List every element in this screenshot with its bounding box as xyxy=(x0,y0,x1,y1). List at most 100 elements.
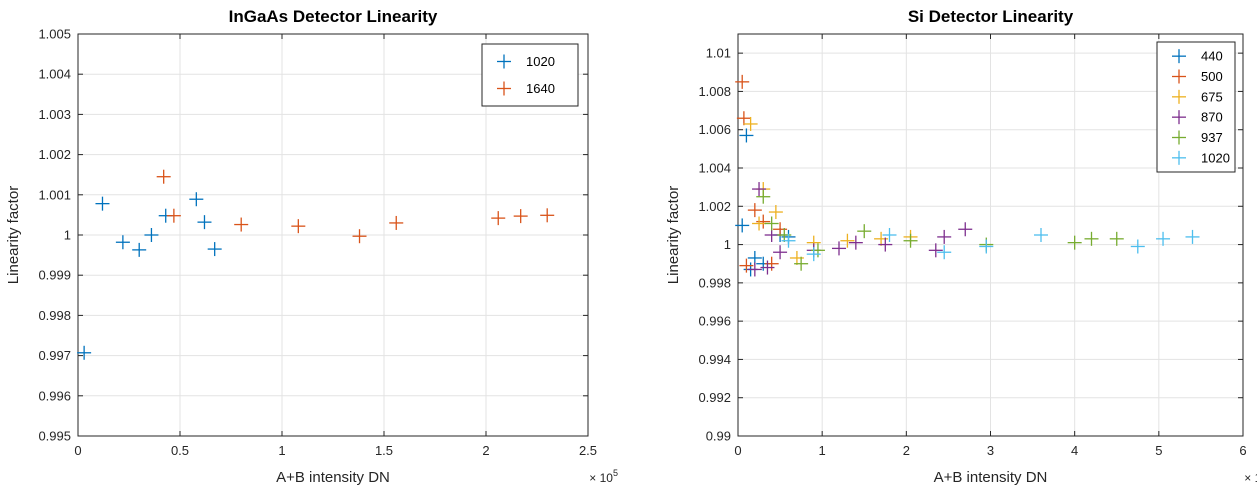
y-tick-label: 1 xyxy=(64,228,71,243)
y-tick-label: 0.992 xyxy=(698,390,731,405)
data-point xyxy=(115,235,130,250)
x-tick-label: 3 xyxy=(987,443,994,458)
legend-item: 500 xyxy=(1172,69,1223,84)
data-point xyxy=(764,216,779,231)
y-tick-label: 1.003 xyxy=(38,107,71,122)
data-point xyxy=(743,116,758,131)
legend-label: 870 xyxy=(1201,110,1223,125)
chart-2: 0 1 2 3 4 5 6 0.99 0.992 0.994 0.996 0.998 1 1.002 1.0… xyxy=(665,7,1257,486)
y-tick-label: 1.005 xyxy=(38,27,71,42)
data-point xyxy=(903,233,918,248)
data-point xyxy=(736,111,751,126)
y-axis-label: Linearity factor xyxy=(5,186,22,284)
legend-item: 937 xyxy=(1172,130,1223,145)
data-point xyxy=(77,345,92,360)
x-tick-label: 1 xyxy=(819,443,826,458)
data-point xyxy=(1034,228,1048,242)
x-exponent-label: × 104 xyxy=(1244,468,1257,485)
y-tick-label: 0.999 xyxy=(38,268,71,283)
x-tick-label: 0 xyxy=(734,443,741,458)
x-tick-label: 1 xyxy=(278,443,285,458)
data-point xyxy=(739,258,754,273)
data-point xyxy=(878,237,893,252)
y-tick-label: 0.998 xyxy=(38,308,71,323)
x-tick-label: 2 xyxy=(903,443,910,458)
series-1020 xyxy=(77,192,222,360)
data-point xyxy=(1109,231,1124,246)
x-tick-label: 4 xyxy=(1071,443,1078,458)
x-exponent-base: × 10 xyxy=(589,471,613,485)
data-point xyxy=(1130,239,1145,254)
legend-label: 1020 xyxy=(526,54,555,69)
legend-label: 440 xyxy=(1201,49,1223,64)
data-point xyxy=(768,205,783,220)
data-point xyxy=(207,242,222,257)
data-point xyxy=(95,196,110,211)
data-points xyxy=(77,169,555,360)
x-exponent-power: 5 xyxy=(613,468,618,478)
data-point xyxy=(937,245,952,260)
y-tick-label: 1.001 xyxy=(38,187,71,202)
data-point xyxy=(937,229,952,244)
data-point xyxy=(1156,231,1171,246)
data-point xyxy=(756,189,771,204)
data-point xyxy=(928,243,943,258)
data-point xyxy=(234,217,249,232)
y-tick-label: 1.01 xyxy=(706,46,731,61)
x-exponent-label: × 105 xyxy=(589,468,618,485)
x-exponent-base: × 10 xyxy=(1244,471,1257,485)
ticks: 0 0.5 1 1.5 2 2.5 0.995 0.996 0.997 0.998 0.999 1 1.… xyxy=(38,27,597,459)
data-point xyxy=(752,216,767,231)
legend-item: 440 xyxy=(1172,49,1223,64)
legend-marker xyxy=(1172,49,1186,64)
series-1640 xyxy=(156,169,555,244)
data-point xyxy=(1185,229,1200,244)
series-1020 xyxy=(781,228,1200,262)
data-point xyxy=(291,219,306,234)
chart-1: 0 0.5 1 1.5 2 2.5 0.995 0.996 0.997 0.998 0.999 1 1.… xyxy=(5,7,618,486)
legend-label: 500 xyxy=(1201,69,1223,84)
y-tick-label: 0.996 xyxy=(698,314,731,329)
legend: 1020 1640 xyxy=(481,43,579,107)
legend-box xyxy=(1156,41,1236,173)
legend-label: 675 xyxy=(1201,89,1223,104)
data-point xyxy=(760,260,775,275)
chart-title: InGaAs Detector Linearity xyxy=(229,7,438,26)
data-point xyxy=(848,235,863,250)
x-axis-label: A+B intensity DN xyxy=(276,469,390,486)
y-tick-label: 1.002 xyxy=(38,147,71,162)
grid xyxy=(77,33,589,437)
legend-item: 675 xyxy=(1172,89,1223,104)
y-tick-label: 1 xyxy=(724,237,731,252)
legend-marker xyxy=(1172,110,1186,125)
data-point xyxy=(513,209,528,224)
data-point xyxy=(144,228,159,242)
legend-marker xyxy=(497,54,511,69)
data-point xyxy=(806,247,821,262)
y-axis-label: Linearity factor xyxy=(665,186,682,284)
chart-title: Si Detector Linearity xyxy=(908,7,1074,26)
data-point xyxy=(781,233,796,248)
data-point xyxy=(352,229,367,244)
data-point xyxy=(491,211,506,226)
x-tick-label: 2.5 xyxy=(579,443,597,458)
y-tick-label: 0.99 xyxy=(706,429,731,444)
data-point xyxy=(857,224,872,239)
data-point xyxy=(747,203,762,218)
data-point xyxy=(166,208,181,223)
y-tick-label: 1.008 xyxy=(698,84,731,99)
legend-marker xyxy=(1172,69,1186,84)
legend-item: 1640 xyxy=(497,81,555,96)
data-point xyxy=(197,215,212,230)
data-point xyxy=(739,128,754,143)
y-tick-label: 0.994 xyxy=(698,352,731,367)
y-tick-label: 1.004 xyxy=(38,67,71,82)
series-870 xyxy=(747,182,973,277)
y-tick-label: 0.998 xyxy=(698,275,731,290)
legend-marker xyxy=(1172,130,1186,145)
legend-marker xyxy=(497,81,511,96)
data-point xyxy=(794,256,809,271)
x-tick-label: 0.5 xyxy=(171,443,189,458)
